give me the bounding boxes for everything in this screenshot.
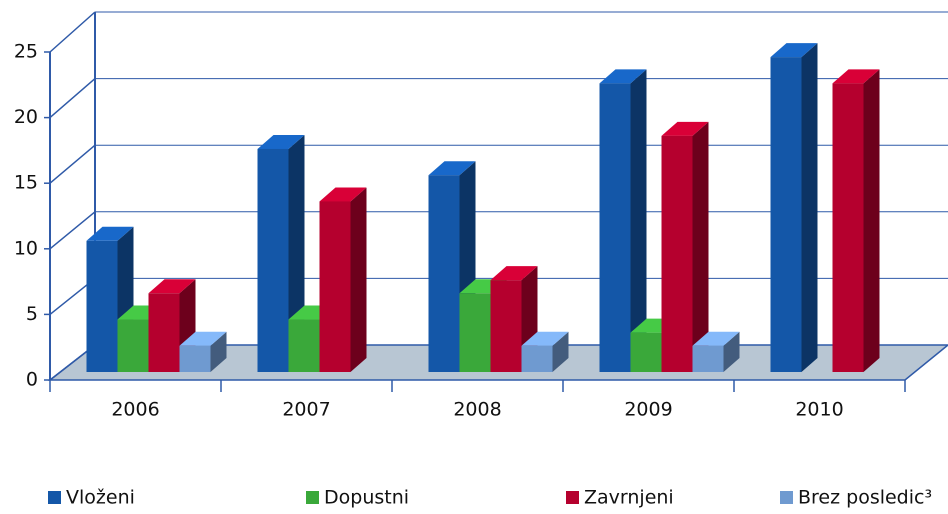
bar-side bbox=[692, 121, 709, 372]
legend-label: Dopustni bbox=[324, 487, 409, 509]
bar bbox=[428, 175, 460, 372]
y-tick-label: 25 bbox=[14, 41, 38, 63]
bar bbox=[86, 240, 118, 372]
bar bbox=[770, 57, 802, 373]
bar-side bbox=[801, 43, 818, 373]
x-tick-label: 2007 bbox=[282, 399, 330, 421]
bar-top bbox=[148, 279, 196, 294]
y-tick-label: 15 bbox=[14, 172, 38, 194]
bar bbox=[459, 293, 491, 372]
bar-top bbox=[770, 43, 818, 58]
bar-top bbox=[257, 134, 305, 149]
y-tick-label: 0 bbox=[26, 369, 38, 391]
bar-side bbox=[723, 331, 740, 372]
bar bbox=[521, 345, 553, 372]
grid-line bbox=[49, 144, 96, 184]
bar bbox=[490, 280, 522, 372]
legend-label: Brez posledic³ bbox=[798, 487, 932, 509]
bar bbox=[832, 83, 864, 373]
x-tick-label: 2010 bbox=[795, 399, 843, 421]
legend-swatch bbox=[780, 491, 793, 504]
bar-side bbox=[630, 69, 647, 373]
legend-label: Zavrnjeni bbox=[584, 487, 674, 509]
bar bbox=[179, 345, 211, 372]
legend-swatch bbox=[566, 491, 579, 504]
grid-line bbox=[49, 11, 96, 53]
grid-line bbox=[49, 211, 96, 250]
bar bbox=[661, 135, 693, 372]
grid-line bbox=[49, 78, 96, 119]
bar bbox=[630, 332, 662, 372]
bar-top bbox=[490, 266, 538, 281]
bar bbox=[599, 83, 631, 373]
bar-side bbox=[210, 331, 227, 372]
legend-swatch bbox=[48, 491, 61, 504]
y-tick-label: 10 bbox=[14, 237, 38, 259]
bar bbox=[257, 148, 289, 372]
bar-top bbox=[319, 187, 367, 202]
bar-top bbox=[179, 331, 227, 346]
bar bbox=[148, 293, 180, 372]
bar-top bbox=[661, 121, 709, 136]
bar bbox=[692, 345, 724, 372]
bar-top bbox=[599, 69, 647, 84]
bar-top bbox=[86, 226, 134, 241]
y-tick-label: 20 bbox=[14, 106, 38, 128]
bar-side bbox=[552, 331, 569, 372]
legend-label: Vloženi bbox=[66, 487, 135, 509]
bar bbox=[288, 319, 320, 372]
bar-top bbox=[428, 161, 476, 176]
bar-top bbox=[521, 331, 569, 346]
legend-swatch bbox=[306, 491, 319, 504]
bar-top bbox=[692, 331, 740, 346]
bar bbox=[117, 319, 149, 372]
y-tick-label: 5 bbox=[26, 303, 38, 325]
x-tick-label: 2006 bbox=[111, 399, 159, 421]
x-tick-label: 2009 bbox=[624, 399, 672, 421]
bar-side bbox=[863, 69, 880, 373]
bar-top bbox=[832, 69, 880, 84]
bar-side bbox=[350, 187, 367, 372]
x-tick-label: 2008 bbox=[453, 399, 501, 421]
bar bbox=[319, 201, 351, 372]
